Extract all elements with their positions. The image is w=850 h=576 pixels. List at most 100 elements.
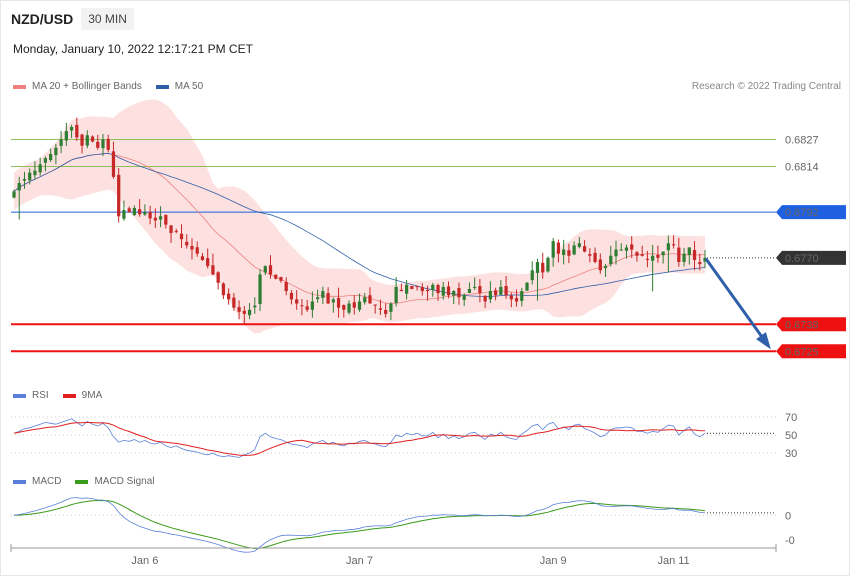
candle <box>64 131 68 141</box>
candle <box>692 250 697 260</box>
candle <box>33 170 37 176</box>
price-legend: MA 20 + Bollinger Bands MA 50 <box>13 81 203 92</box>
x-tick-label: Jan 11 <box>657 555 689 567</box>
level-label-0.6738: 0.6738 <box>785 319 819 331</box>
macd-legend: MACD MACD Signal <box>13 476 154 487</box>
forecast-arrow <box>704 257 770 347</box>
candle <box>310 301 315 310</box>
candle <box>389 303 393 312</box>
level-tag-0.6725 <box>776 344 846 359</box>
candle <box>541 262 545 273</box>
candle <box>342 305 346 310</box>
candle <box>247 309 252 316</box>
candle <box>268 265 273 275</box>
candle <box>504 285 508 296</box>
candle <box>331 299 335 303</box>
candle <box>535 262 540 273</box>
level-tag-0.6770 <box>776 250 846 265</box>
candle <box>232 297 236 308</box>
candle <box>425 289 430 292</box>
candle <box>651 255 655 261</box>
chart-header: NZD/USD 30 MIN <box>11 8 134 30</box>
candle <box>645 258 650 260</box>
candle <box>347 303 351 313</box>
candle <box>200 256 205 260</box>
candle <box>598 259 602 271</box>
timeframe-badge[interactable]: 30 MIN <box>81 8 134 30</box>
ma20-swatch <box>13 84 26 89</box>
macd-signal-legend-label: MACD Signal <box>94 476 155 487</box>
candle <box>242 310 246 314</box>
candle <box>661 251 665 256</box>
candle <box>363 297 367 303</box>
candle <box>179 233 184 240</box>
ma50-line <box>13 153 706 297</box>
candle <box>698 262 702 265</box>
candle <box>446 286 451 296</box>
candle <box>677 247 681 262</box>
candle <box>384 310 388 314</box>
candle <box>315 297 320 300</box>
macd-tick-label: -0 <box>785 535 795 547</box>
candle <box>666 243 670 251</box>
candle <box>520 291 524 301</box>
rsi-line <box>13 418 706 458</box>
level-label-0.6770: 0.6770 <box>785 253 819 265</box>
candle <box>22 178 27 181</box>
x-tick-label: Jan 9 <box>540 555 567 567</box>
candle <box>69 127 74 131</box>
symbol-title: NZD/USD <box>11 11 74 27</box>
candle <box>614 249 618 257</box>
candle <box>415 286 419 288</box>
candle <box>368 295 372 304</box>
candle <box>227 293 231 300</box>
candle <box>85 135 89 146</box>
rsi-tick-label: 70 <box>785 412 797 424</box>
rsi-legend-label: RSI <box>32 390 49 401</box>
candle <box>582 246 587 252</box>
candle <box>457 288 461 298</box>
candle <box>12 191 16 198</box>
ma50-legend-label: MA 50 <box>174 81 204 92</box>
candle <box>148 211 152 219</box>
candle <box>295 299 299 304</box>
candle <box>619 249 623 251</box>
candle <box>237 307 241 312</box>
rsi-ma-swatch <box>62 393 76 398</box>
candle <box>195 247 199 254</box>
level-label-0.6814: 0.6814 <box>785 161 819 173</box>
candle <box>399 289 404 292</box>
rsi-tick-label: 30 <box>785 448 797 460</box>
candle <box>305 306 309 310</box>
candle <box>567 250 571 256</box>
candle <box>211 265 215 275</box>
candle <box>682 253 686 262</box>
candle <box>373 304 377 306</box>
candle <box>274 274 278 279</box>
candle <box>483 295 487 302</box>
candle <box>509 295 513 300</box>
candle <box>289 292 294 300</box>
candle <box>530 270 534 281</box>
candle <box>158 216 163 220</box>
candle <box>588 254 592 256</box>
candle <box>80 134 84 146</box>
candle <box>577 243 581 247</box>
candle <box>164 214 168 225</box>
candle <box>206 258 210 267</box>
candle <box>106 138 110 150</box>
candle <box>43 158 48 163</box>
candle <box>420 287 424 292</box>
candle <box>609 255 613 264</box>
candle <box>221 283 226 296</box>
candle <box>59 139 63 146</box>
candle <box>300 305 304 307</box>
macd-signal-line <box>13 500 706 550</box>
candle <box>357 301 362 310</box>
candle <box>499 286 503 295</box>
candle <box>452 291 456 296</box>
candle <box>101 139 105 149</box>
credit-text: Research © 2022 Trading Central <box>691 81 841 92</box>
candle <box>263 266 267 273</box>
